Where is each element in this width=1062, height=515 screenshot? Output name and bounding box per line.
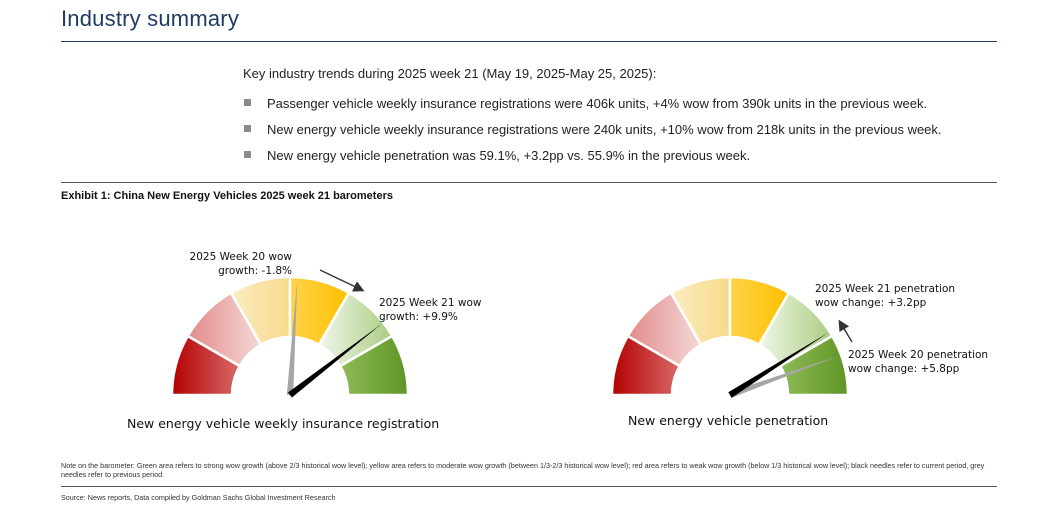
penetration-arrow-icon xyxy=(838,319,853,343)
registration-gauge-svg xyxy=(170,275,410,398)
list-item: New energy vehicle penetration was 59.1%… xyxy=(243,148,942,174)
list-item: New energy vehicle weekly insurance regi… xyxy=(243,122,942,148)
penetration-barometer xyxy=(600,245,860,405)
current-needle xyxy=(288,323,382,398)
penetration-previous-annotation: 2025 Week 20 penetration wow change: +5.… xyxy=(848,349,989,375)
previous-needle xyxy=(728,355,840,399)
registration-barometer xyxy=(160,245,420,405)
bullet-square-icon xyxy=(244,99,251,106)
penetration-current-annotation: 2025 Week 21 penetration wow change: +3.… xyxy=(815,283,956,309)
registration-previous-annotation: 2025 Week 20 wow growth: -1.8% xyxy=(189,251,292,277)
previous-needle xyxy=(286,279,298,396)
strong-zone-dark xyxy=(338,334,410,397)
penetration-gauge-svg xyxy=(610,275,850,399)
bullet-square-icon xyxy=(244,125,251,132)
footer-divider xyxy=(61,486,997,487)
trend-list: Passenger vehicle weekly insurance regis… xyxy=(243,96,942,174)
bullet-square-icon xyxy=(244,151,251,158)
registration-gauge-title: New energy vehicle weekly insurance regi… xyxy=(127,416,440,431)
title-divider xyxy=(61,41,997,42)
section-divider xyxy=(61,182,997,183)
registration-current-annotation: 2025 Week 21 wow growth: +9.9% xyxy=(379,297,482,323)
penetration-gauge-title: New energy vehicle penetration xyxy=(628,413,829,428)
barometer-note: Note on the barometer: Green area refers… xyxy=(61,461,985,479)
exhibit-title: Exhibit 1: China New Energy Vehicles 202… xyxy=(61,190,393,202)
intro-text: Key industry trends during 2025 week 21 … xyxy=(243,66,657,81)
registration-arrow-icon xyxy=(319,269,365,292)
source-text: Source: News reports, Data compiled by G… xyxy=(61,493,336,502)
page-title: Industry summary xyxy=(61,6,240,31)
list-item: Passenger vehicle weekly insurance regis… xyxy=(243,96,942,122)
current-needle xyxy=(728,332,828,398)
